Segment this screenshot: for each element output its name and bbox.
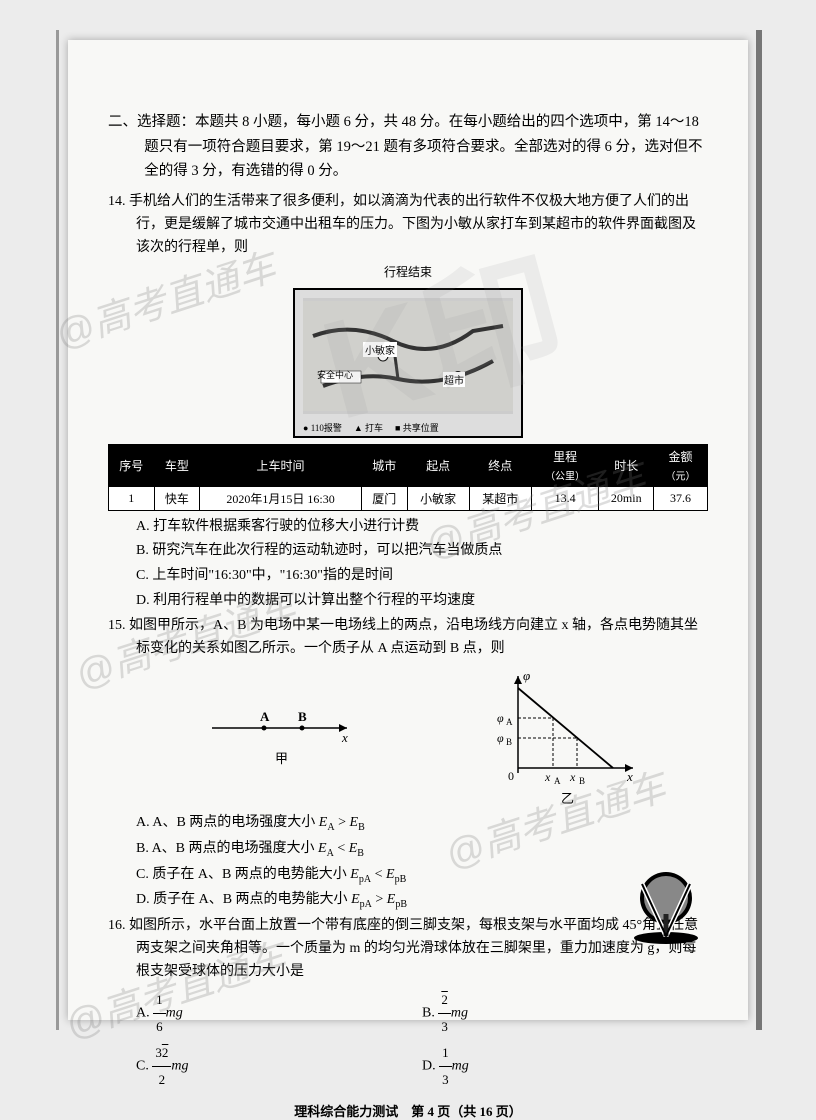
q16-opt-d: D. 13mg	[422, 1040, 708, 1093]
page-footer: 理科综合能力测试 第 4 页（共 16 页）	[108, 1101, 708, 1120]
td-7: 20min	[599, 486, 654, 510]
q14-map-legend: ● 110报警 ▲ 打车 ■ 共享位置	[303, 421, 513, 434]
td-8: 37.6	[654, 486, 708, 510]
q15-opt-b: B. A、B 两点的电场强度大小 EA < EB	[136, 837, 708, 862]
q16-text: 如图所示，水平台面上放置一个带有底座的倒三脚支架，每根支架与水平面均成 45°角…	[129, 918, 698, 979]
q15-jia-cap: 甲	[202, 748, 362, 767]
svg-text:x: x	[569, 770, 576, 784]
q14-legend-2: ■ 共享位置	[395, 421, 439, 434]
svg-text:x: x	[544, 770, 551, 784]
th-3: 城市	[362, 445, 408, 486]
q15-yi-cap: 乙	[493, 788, 643, 807]
svg-text:A: A	[554, 776, 561, 786]
svg-text:x: x	[626, 769, 633, 784]
td-5: 某超市	[469, 486, 531, 510]
q16-opt-a: A. 16mg	[136, 987, 422, 1040]
svg-text:x: x	[341, 730, 348, 745]
q16-stem: 16. 如图所示，水平台面上放置一个带有底座的倒三脚支架，每根支架与水平面均成 …	[108, 914, 708, 983]
q14-text: 手机给人们的生活带来了很多便利，如以滴滴为代表的出行软件不仅极大地方便了人们的出…	[129, 194, 696, 255]
svg-text:B: B	[298, 709, 307, 724]
q15-stem: 15. 如图甲所示，A、B 为电场中某一电场线上的两点，沿电场线方向建立 x 轴…	[108, 614, 708, 660]
q15-opt-c: C. 质子在 A、B 两点的电势能大小 EpA < EpB	[136, 863, 708, 888]
th-4: 起点	[407, 445, 469, 486]
q16-tripod-figure	[626, 866, 706, 946]
q14-options: A. 打车软件根据乘客行驶的位移大小进行计费 B. 研究汽车在此次行程的运动轨迹…	[108, 515, 708, 613]
svg-text:A: A	[506, 717, 513, 727]
q14-map-inner	[303, 298, 513, 414]
svg-text:A: A	[260, 709, 270, 724]
svg-text:φ: φ	[497, 731, 504, 745]
q14-trip-table: 序号 车型 上车时间 城市 起点 终点 里程（公里） 时长 金额（元） 1 快车…	[108, 444, 708, 510]
svg-text:B: B	[506, 737, 512, 747]
td-4: 小敏家	[407, 486, 469, 510]
q15-opt-a: A. A、B 两点的电场强度大小 EA > EB	[136, 811, 708, 836]
th-1: 车型	[154, 445, 200, 486]
scan-edge-left	[56, 30, 59, 1030]
svg-text:0: 0	[508, 769, 514, 783]
th-5: 终点	[469, 445, 531, 486]
q14-map-center-label: 安全中心	[317, 368, 353, 381]
th-7: 时长	[599, 445, 654, 486]
q15-options: A. A、B 两点的电场强度大小 EA > EB B. A、B 两点的电场强度大…	[108, 811, 708, 913]
q15-opt-d: D. 质子在 A、B 两点的电势能大小 EpA > EpB	[136, 888, 708, 913]
svg-text:φ: φ	[497, 711, 504, 725]
exam-page: 二、选择题：本题共 8 小题，每小题 6 分，共 48 分。在每小题给出的四个选…	[68, 40, 748, 1020]
q16-opt-b: B. 23mg	[422, 987, 708, 1040]
q15-figure-row: A B x 甲 φ φA φB 0 xA xB	[108, 668, 708, 807]
scan-edge-right	[756, 30, 762, 1030]
q16-num: 16.	[108, 918, 126, 933]
table-row: 1 快车 2020年1月15日 16:30 厦门 小敏家 某超市 13.4 20…	[109, 486, 708, 510]
table-header-row: 序号 车型 上车时间 城市 起点 终点 里程（公里） 时长 金额（元）	[109, 445, 708, 486]
q15-figure-jia: A B x 甲	[202, 708, 362, 767]
th-8: 金额（元）	[654, 445, 708, 486]
q14-opt-a: A. 打车软件根据乘客行驶的位移大小进行计费	[136, 515, 708, 539]
td-0: 1	[109, 486, 155, 510]
q14-map-market-label: 超市	[443, 372, 465, 387]
q14-map-caption: 行程结束	[108, 263, 708, 280]
q14-stem: 14. 手机给人们的生活带来了很多便利，如以滴滴为代表的出行软件不仅极大地方便了…	[108, 190, 708, 259]
section-header: 二、选择题：本题共 8 小题，每小题 6 分，共 48 分。在每小题给出的四个选…	[108, 110, 708, 184]
td-3: 厦门	[362, 486, 408, 510]
q14-opt-b: B. 研究汽车在此次行程的运动轨迹时，可以把汽车当做质点	[136, 539, 708, 563]
svg-text:φ: φ	[523, 668, 530, 683]
q14-legend-0: ● 110报警	[303, 421, 342, 434]
q16-opt-c: C. 322mg	[136, 1040, 422, 1093]
q14-opt-c: C. 上车时间"16:30"中，"16:30"指的是时间	[136, 564, 708, 588]
q16-options-row1: A. 16mg B. 23mg	[108, 987, 708, 1040]
q15-text: 如图甲所示，A、B 为电场中某一电场线上的两点，沿电场线方向建立 x 轴，各点电…	[129, 618, 698, 656]
q14-map: 小敏家 安全中心 超市 ● 110报警 ▲ 打车 ■ 共享位置	[293, 288, 523, 438]
th-6: 里程（公里）	[531, 445, 599, 486]
q14-num: 14.	[108, 194, 126, 209]
td-2: 2020年1月15日 16:30	[200, 486, 362, 510]
th-2: 上车时间	[200, 445, 362, 486]
q14-opt-d: D. 利用行程单中的数据可以计算出整个行程的平均速度	[136, 589, 708, 613]
q16-options-row2: C. 322mg D. 13mg	[108, 1040, 708, 1093]
td-1: 快车	[154, 486, 200, 510]
q14-map-home-label: 小敏家	[363, 342, 397, 357]
q15-figure-yi: φ φA φB 0 xA xB x 乙	[493, 668, 643, 807]
svg-text:B: B	[579, 776, 585, 786]
q14-legend-1: ▲ 打车	[354, 421, 383, 434]
q15-num: 15.	[108, 618, 126, 633]
td-6: 13.4	[531, 486, 599, 510]
th-0: 序号	[109, 445, 155, 486]
